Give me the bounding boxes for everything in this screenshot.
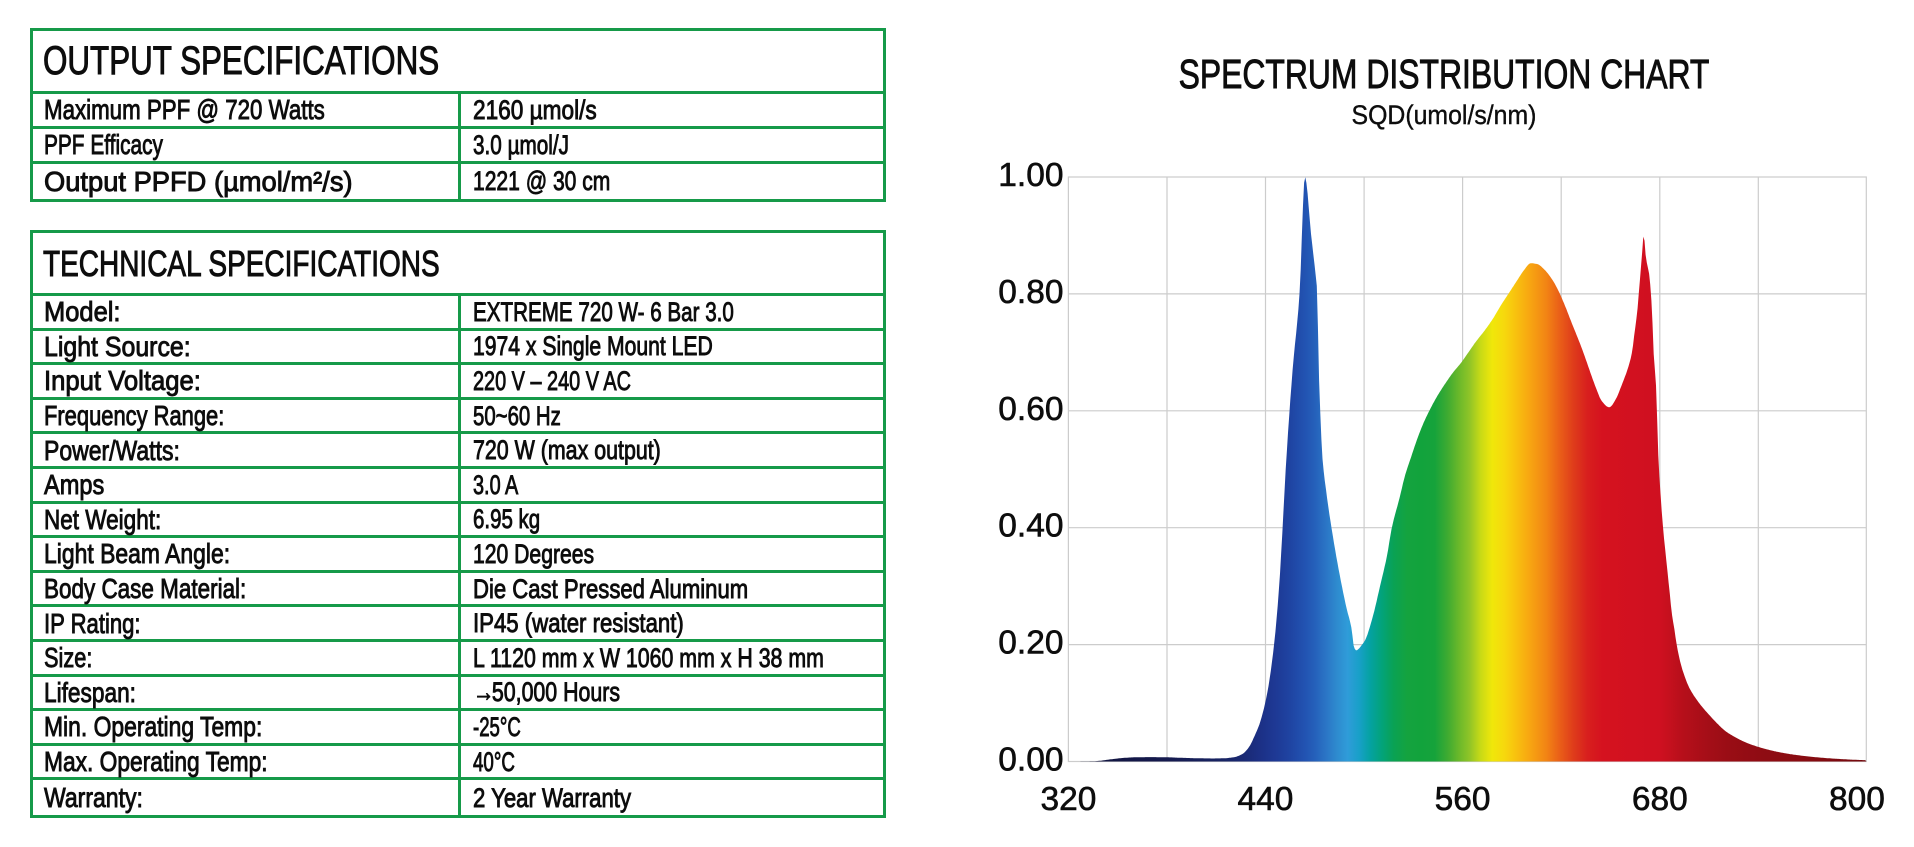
svg-text:0.40: 0.40: [998, 508, 1063, 545]
svg-text:0.60: 0.60: [998, 391, 1063, 428]
svg-text:440: 440: [1238, 781, 1294, 818]
svg-text:SPECTRUM DISTRIBUTION CHART: SPECTRUM DISTRIBUTION CHART: [1179, 51, 1710, 97]
svg-text:680: 680: [1632, 781, 1688, 818]
svg-text:0.00: 0.00: [998, 742, 1063, 779]
svg-text:1.00: 1.00: [998, 157, 1063, 194]
svg-text:SQD(umol/s/nm): SQD(umol/s/nm): [1352, 101, 1537, 130]
svg-text:0.20: 0.20: [998, 625, 1063, 662]
svg-text:0.80: 0.80: [998, 274, 1063, 311]
svg-text:320: 320: [1040, 781, 1096, 818]
svg-text:560: 560: [1435, 781, 1491, 818]
svg-text:800: 800: [1829, 781, 1885, 818]
